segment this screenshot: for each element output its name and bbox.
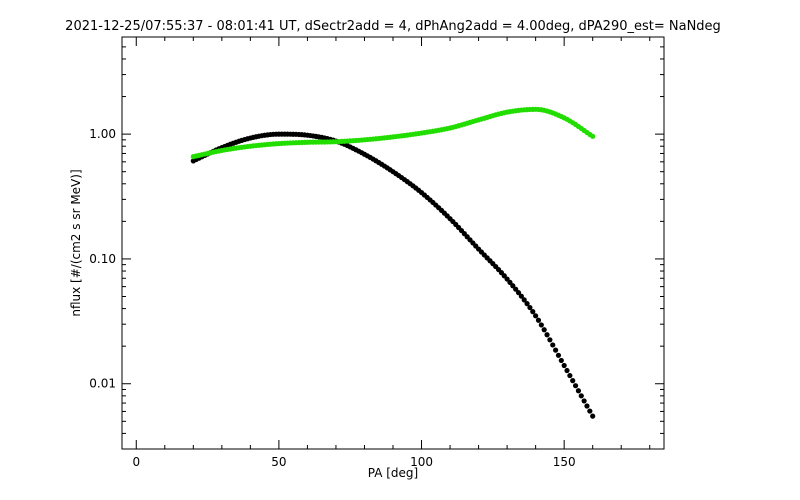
data-point [541,327,547,333]
x-tick-label: 150 [553,455,576,469]
data-point [561,362,567,369]
data-point [518,293,524,299]
data-point [564,367,570,374]
data-point [530,309,536,315]
data-point [550,342,556,348]
data-point [587,408,593,414]
data-point [590,133,596,139]
data-point [524,301,530,307]
data-point [538,322,544,328]
y-axis-label: nflux [#/(cm2 s sr MeV)] [69,169,83,316]
data-point [590,413,596,419]
x-axis-label: PA [deg] [368,466,418,480]
data-point [578,393,584,399]
data-point [575,388,582,394]
data-point [515,290,522,296]
x-tick-label: 0 [132,455,140,469]
data-point [555,352,562,358]
x-tick-label: 100 [410,455,433,469]
data-point [572,383,579,389]
series-2 [190,106,596,160]
chart-title: 2021-12-25/07:55:37 - 08:01:41 UT, dSect… [65,19,721,34]
series-1 [190,131,596,419]
data-point [521,297,527,303]
data-point [544,332,550,338]
y-tick-label: 0.10 [89,252,116,266]
plot-frame [121,36,665,450]
data-point [570,378,576,384]
data-point [535,317,542,323]
y-tick-label: 0.01 [89,377,116,391]
data-point [513,286,519,292]
axis-ticks [122,37,664,449]
data-point [584,403,590,409]
data-series [190,106,596,419]
data-point [558,357,564,364]
data-point [547,337,553,343]
data-point [581,398,587,404]
data-point [527,304,533,311]
data-point [567,372,573,379]
data-point [553,347,559,353]
x-tick-label: 50 [271,455,286,469]
axis-tick-labels: 0 50 100 150 0.01 0.10 1.00 [89,127,575,469]
y-tick-label: 1.00 [89,127,116,141]
data-point [510,283,516,289]
data-point [533,313,539,319]
